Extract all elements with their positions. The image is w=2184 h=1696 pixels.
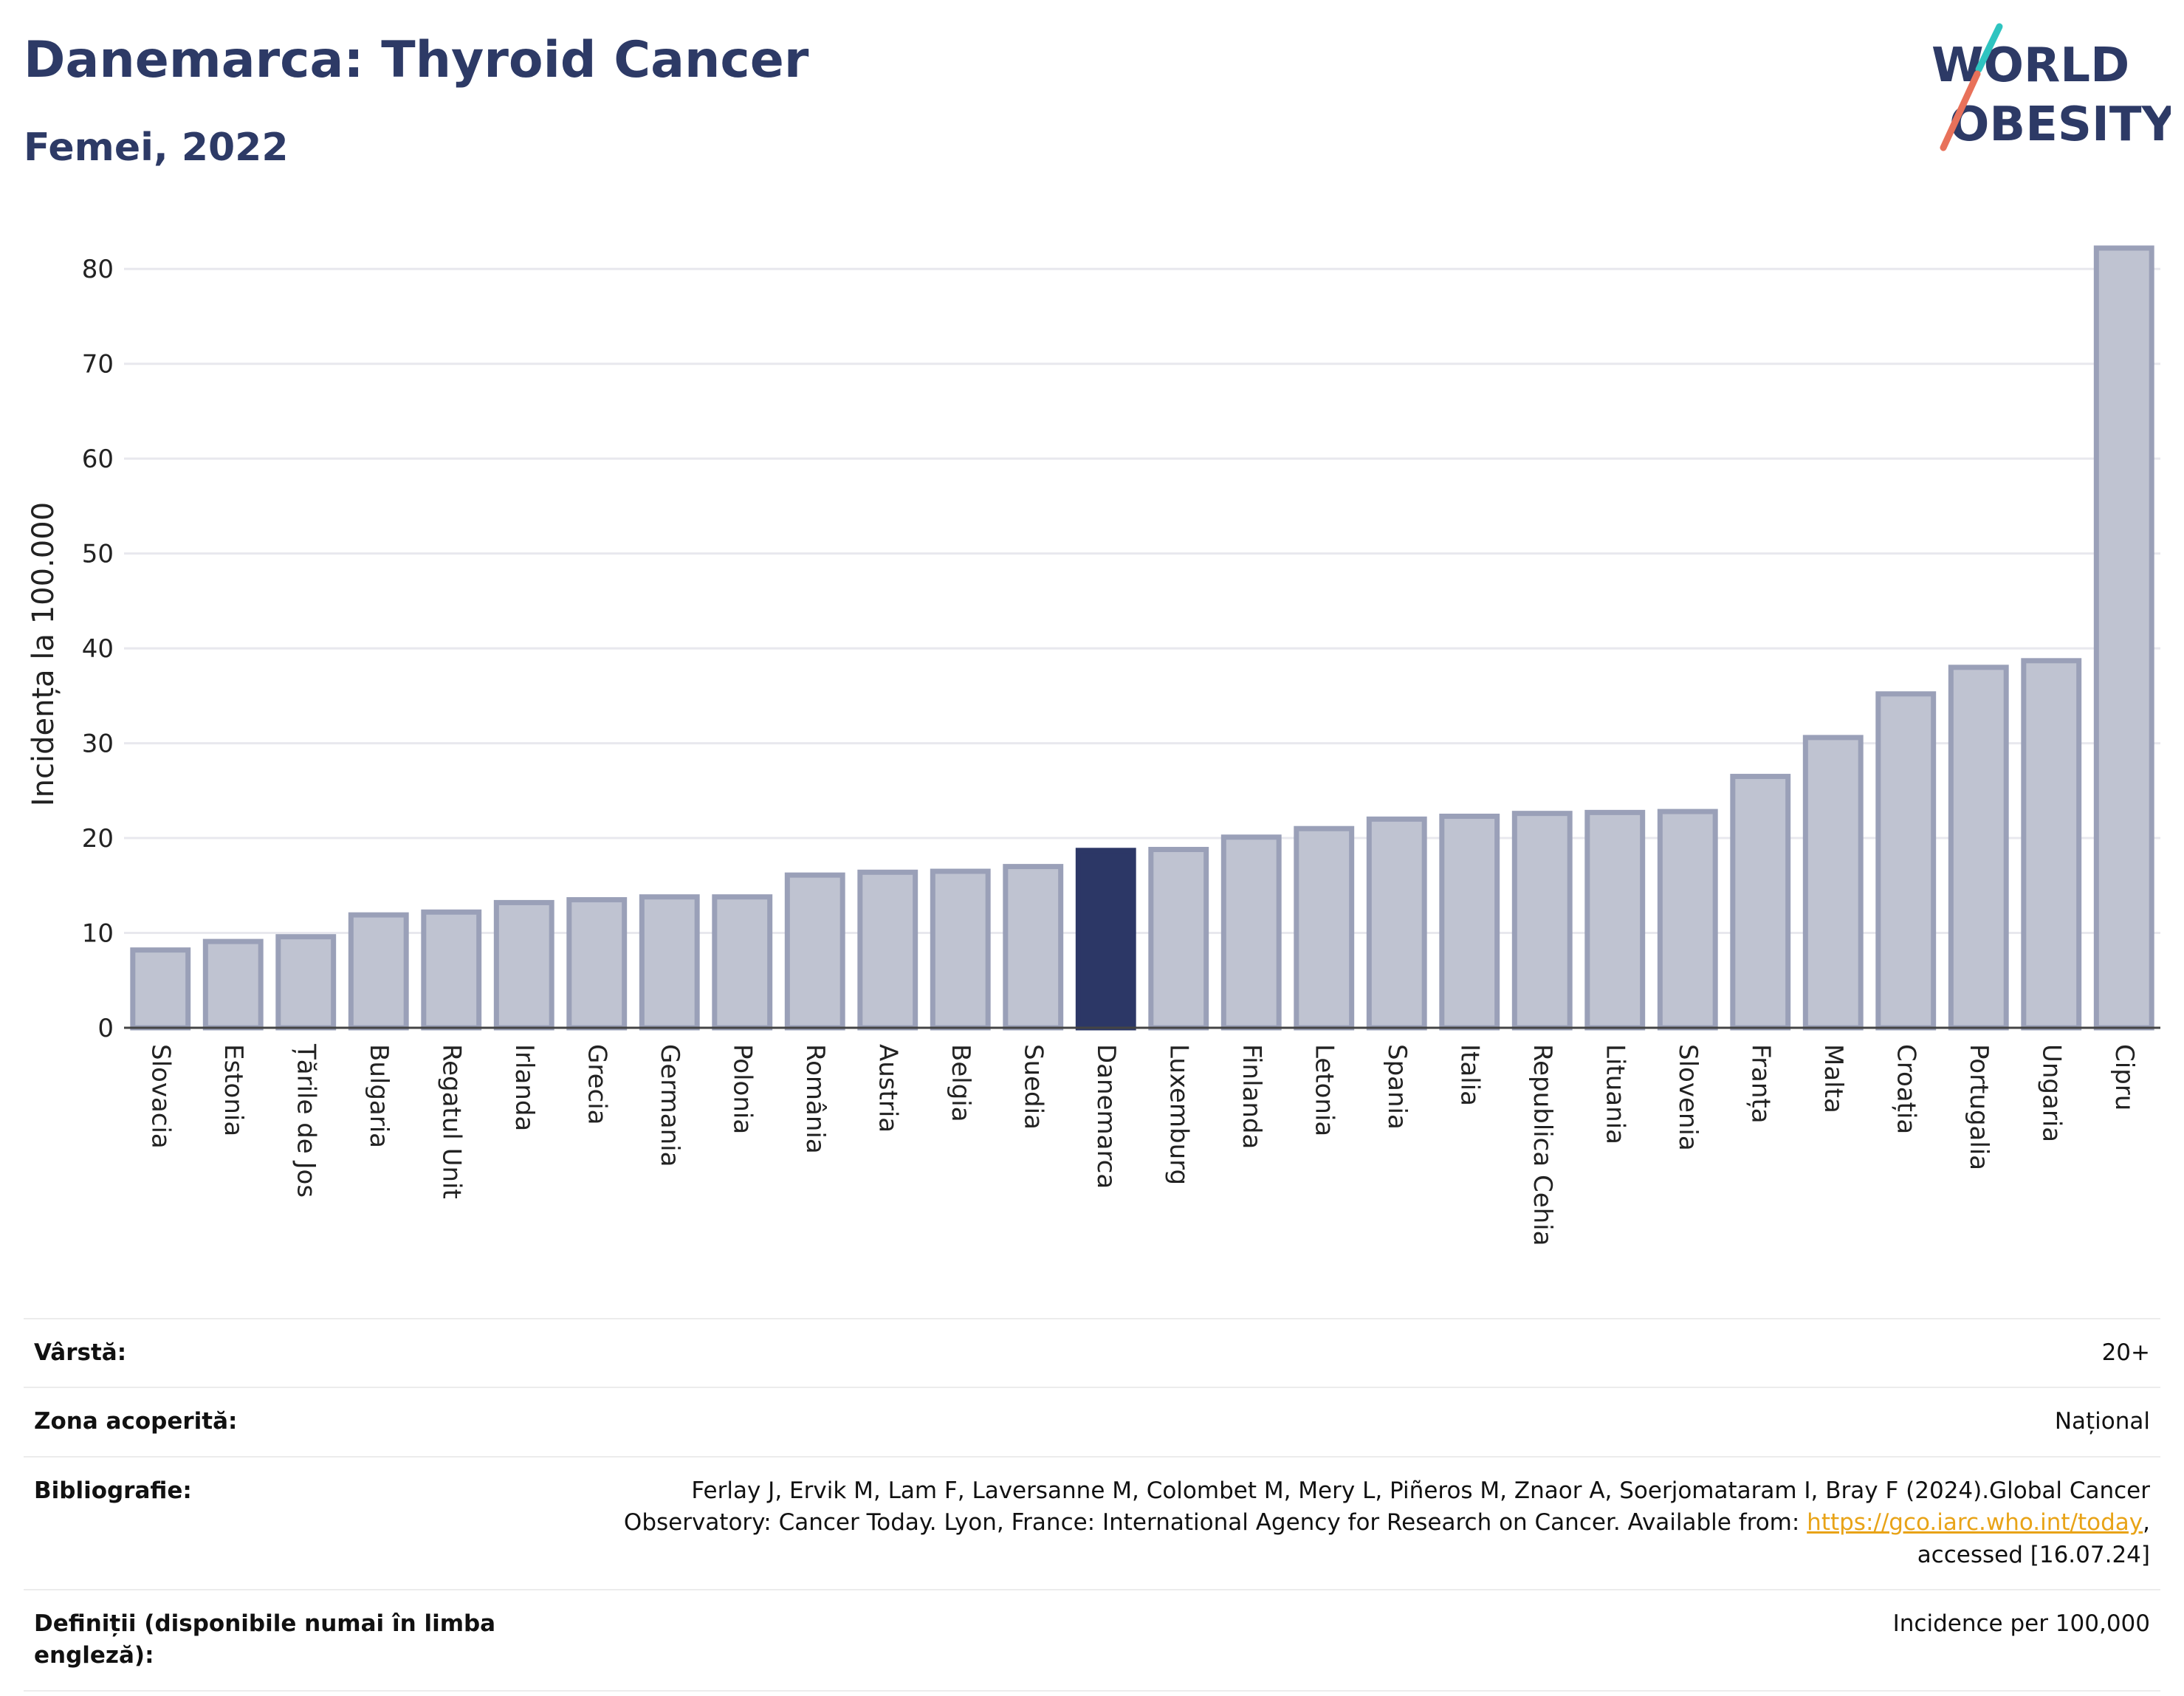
info-table: Vârstă: 20+ Zona acoperită: Național Bib… [24,1318,2160,1692]
bar-românia[interactable] [784,872,845,1031]
logo-word-obesity: OBESITY [1949,97,2171,152]
x-tick-label: Finlanda [1237,1044,1266,1149]
x-axis-ticks: Slovacia Estonia Țările de Jos Bulgaria Rega… [145,1043,2139,1246]
x-tick-label: Suedia [1018,1044,1048,1130]
bar-belgia[interactable] [930,868,991,1031]
y-tick-label: 80 [82,255,114,284]
y-tick-label: 70 [82,350,114,380]
bar-polonia[interactable] [712,894,773,1031]
x-tick-label: Letonia [1309,1044,1339,1136]
bar-slovenia[interactable] [1657,808,1718,1031]
logo-word-world: WORLD [1931,38,2129,93]
x-tick-label: Belgia [946,1044,975,1122]
x-tick-label: Franța [1745,1044,1775,1124]
x-tick-label: Republica Cehia [1528,1044,1557,1246]
bar-republica-cehia[interactable] [1511,811,1573,1031]
bar-italia[interactable] [1439,814,1500,1031]
bar-regatul-unit[interactable] [421,909,482,1031]
bibliography-link[interactable]: https://gco.iarc.who.int/today [1807,1509,2143,1537]
bar-bulgaria[interactable] [348,912,409,1031]
bar-lituania[interactable] [1584,809,1646,1031]
age-value: 20+ [2101,1339,2150,1366]
bar-finlanda[interactable] [1220,834,1282,1031]
info-row-age: Vârstă: 20+ [24,1318,2160,1387]
y-tick-label: 0 [97,1014,114,1043]
bar-danemarca[interactable] [1075,848,1136,1031]
bars [130,245,2154,1031]
bar-malta[interactable] [1802,735,1864,1031]
world-obesity-logo: WORLD OBESITY [1931,23,2171,152]
x-tick-label: Slovenia [1673,1044,1703,1151]
definitions-label: Definiții (disponibile numai în limba en… [34,1610,496,1669]
y-tick-label: 40 [82,634,114,664]
x-tick-label: Cipru [2109,1044,2139,1110]
area-label: Zona acoperită: [34,1408,238,1435]
bar-franța[interactable] [1730,774,1791,1031]
bibliography-value: Ferlay J, Ervik M, Lam F, Laversanne M, … [614,1475,2150,1571]
x-tick-label: Lituania [1600,1044,1630,1144]
bar-letonia[interactable] [1294,825,1355,1031]
x-tick-label: Ungaria [2036,1044,2066,1142]
chart-subtitle: Femei, 2022 [24,126,289,170]
y-axis-label: Incidența la 100.000 [27,502,61,806]
age-label: Vârstă: [34,1339,127,1366]
logo-slash-coral [1940,70,1981,151]
info-row-area: Zona acoperită: Național [24,1387,2160,1455]
x-tick-label: Irlanda [509,1044,539,1131]
bar-țările-de-jos[interactable] [275,934,337,1031]
x-tick-label: România [800,1044,830,1154]
bar-grecia[interactable] [566,897,628,1031]
x-tick-label: Portugalia [1964,1044,1994,1170]
x-tick-label: Croația [1891,1044,1920,1134]
y-tick-label: 60 [82,444,114,474]
bar-germania[interactable] [639,894,700,1031]
x-tick-label: Malta [1819,1044,1848,1113]
info-row-bibliography: Bibliografie: Ferlay J, Ervik M, Lam F, … [24,1455,2160,1589]
y-axis-ticks: 0 10 20 30 40 50 60 70 80 [82,255,114,1043]
x-tick-label: Italia [1455,1044,1484,1106]
bar-luxemburg[interactable] [1148,846,1209,1031]
bar-slovacia[interactable] [130,947,191,1031]
x-tick-label: Regatul Unit [436,1044,466,1199]
bar-croația[interactable] [1875,691,1937,1031]
bar-portugalia[interactable] [1948,665,2009,1031]
logo-slash-teal [1975,23,2003,73]
x-tick-label: Germania [655,1044,684,1167]
bibliography-suffix: , accessed [16.07.24] [1917,1509,2150,1568]
bar-suedia[interactable] [1003,864,1064,1031]
y-tick-label: 20 [82,824,114,854]
bar-chart: 0 10 20 30 40 50 60 70 80 Slovacia Estonia Țările … [27,245,2160,1246]
x-tick-label: Bulgaria [364,1044,394,1148]
bar-austria[interactable] [857,869,918,1031]
x-tick-label: Austria [873,1044,902,1133]
y-tick-label: 30 [82,729,114,759]
bar-spania[interactable] [1366,816,1427,1031]
bibliography-label: Bibliografie: [34,1477,192,1504]
x-tick-label: Slovacia [145,1044,175,1149]
x-tick-label: Țările de Jos [291,1043,320,1198]
bar-irlanda[interactable] [493,899,554,1031]
bibliography-text: Ferlay J, Ervik M, Lam F, Laversanne M, … [623,1477,2150,1537]
x-tick-label: Luxemburg [1164,1044,1193,1185]
bar-estonia[interactable] [202,938,264,1031]
x-tick-label: Polonia [727,1044,757,1134]
y-tick-label: 10 [82,919,114,949]
x-tick-label: Estonia [219,1044,248,1136]
bar-ungaria[interactable] [2021,658,2082,1031]
definitions-value: Incidence per 100,000 [1892,1610,2150,1637]
info-row-definitions: Definiții (disponibile numai în limba en… [24,1588,2160,1692]
area-value: Național [2054,1408,2150,1435]
chart-title: Danemarca: Thyroid Cancer [24,31,809,89]
x-tick-label: Spania [1382,1044,1412,1130]
x-tick-label: Grecia [582,1044,611,1125]
x-tick-label: Danemarca [1091,1044,1121,1189]
bar-cipru[interactable] [2093,245,2154,1031]
y-tick-label: 50 [82,540,114,569]
